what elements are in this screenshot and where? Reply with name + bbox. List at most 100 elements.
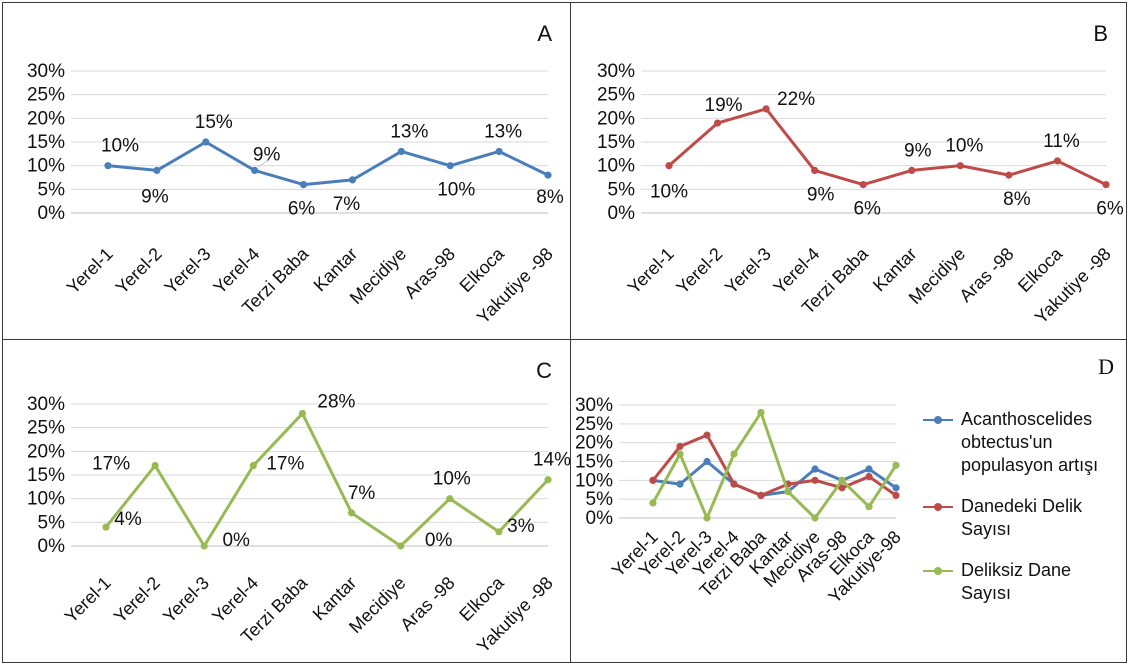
gridlines [641,70,1106,214]
data-point [703,457,711,466]
data-label: 17% [92,454,130,475]
data-point [397,147,405,156]
data-point [757,491,765,499]
data-label: 6% [288,199,316,220]
data-label: 11% [1043,131,1080,152]
gridlines [71,70,548,214]
data-point [544,476,552,484]
data-point [251,166,259,174]
series-line [668,107,1107,187]
data-label: 6% [853,199,881,220]
series-line [107,140,549,187]
legend-label: Sayısı [961,519,1012,539]
data-label: 10% [433,469,471,490]
chart-panel-b: 0% 5% 10% 15% 20% 25% 30% Yerel-1 Yerel-2 Yerel-3… [570,2,1127,340]
series-line [104,411,550,548]
y-tick-label: 15% [597,132,635,153]
legend-swatch [923,567,953,575]
data-point [703,431,711,439]
chart-c-svg: 0%5%10%15%20%25%30%Yerel-1Yerel-2Yerel-3… [27,391,570,657]
data-label: 7% [348,483,376,504]
data-point [202,138,210,146]
x-tick-label: Aras -98 [396,573,458,635]
series-1: 10% 9% 15% 9% 6% 7% 13% 10% 13% 8% [101,112,564,220]
data-point [762,105,770,113]
data-point [865,472,873,481]
data-label: 10% [650,182,688,203]
y-tick-label: 25% [27,85,65,106]
x-tick-label: Yerel-1 [63,244,117,298]
data-point [495,147,503,156]
y-tick-label: 15% [575,452,613,473]
data-point [446,162,454,170]
data-point [811,166,819,174]
data-point [865,503,873,511]
chart-panel-a: 0% 5% 10% 15% 20% 25% 30% Yerel-1 Yerel-2 Yerel-3… [2,2,571,340]
data-label: 22% [777,89,815,110]
data-point [676,442,684,451]
y-tick-label: 25% [27,418,65,439]
series-1: 10% 19% 22% 9% 6% 9% 10% 8% 11% 6% [650,89,1124,220]
data-point [676,480,684,488]
legend-label: Deliksiz Dane [961,560,1072,580]
data-label: 13% [484,121,522,142]
x-tick-label: Aras-98 [400,244,459,303]
y-axis-ticks: 0%5%10%15%20%25%30% [575,395,613,529]
data-label: 3% [507,516,535,537]
data-point [299,181,308,189]
data-point [908,166,916,174]
y-tick-label: 15% [27,465,65,486]
y-axis-ticks: 0%5%10%15%20%25%30% [27,394,65,557]
x-tick-label: Yerel-3 [721,244,775,298]
y-tick-label: 0% [608,203,636,224]
data-point [892,491,900,499]
y-tick-label: 10% [27,489,65,510]
x-tick-label: Yerel-1 [61,573,115,627]
data-label: 10% [945,136,983,157]
y-tick-label: 0% [38,203,66,224]
panel-label-a: A [537,21,552,46]
data-point [249,461,257,470]
data-point [811,514,819,522]
legend-label: Sayısı [961,583,1012,603]
legend-label: Danedeki Delik [961,496,1083,516]
data-label: 17% [266,454,304,475]
chart-panel-c: 0% 5% 10% 15% 20% 25% 30% Yerel-1 Yerel-2 Yerel-3… [2,339,571,663]
y-axis-ticks: 0%5%10%15%20%25%30% [597,61,635,224]
data-label: 13% [390,121,428,142]
data-point [730,480,738,488]
legend-item: Acanthoscelides obtectus'un populasyon art… [923,408,1123,477]
y-tick-label: 5% [608,179,636,200]
panel-label-c: C [536,358,552,383]
y-tick-label: 10% [27,156,65,177]
legend-label: Acanthoscelides [961,409,1093,429]
data-point [811,476,819,484]
series-line [651,411,898,520]
y-tick-label: 10% [597,156,635,177]
data-point [298,409,307,418]
x-tick-label: Yerel-2 [672,244,726,298]
chart-b-svg: 0%5%10%15%20%25%30%Yerel-1Yerel-2Yerel-3… [597,61,1124,328]
panel-label-d: D [1098,354,1114,379]
y-tick-label: 30% [27,61,65,82]
data-label: 9% [904,140,932,161]
data-point [713,119,722,127]
data-label: 15% [195,112,233,133]
data-point [1053,157,1062,165]
data-point [1102,181,1110,189]
series-line [652,460,897,497]
y-tick-label: 25% [575,414,613,435]
data-point [838,476,846,484]
legend-label: populasyon artışı [961,455,1099,475]
chart-legend: Acanthoscelides obtectus'un populasyon art… [923,408,1123,623]
y-tick-label: 0% [586,508,614,529]
panel-label-b: B [1093,21,1108,46]
label-leader-line [257,159,270,168]
data-point [348,176,357,184]
data-label: 0% [222,530,250,551]
legend-swatch [923,503,953,511]
x-tick-label: Yerel-2 [112,244,166,298]
